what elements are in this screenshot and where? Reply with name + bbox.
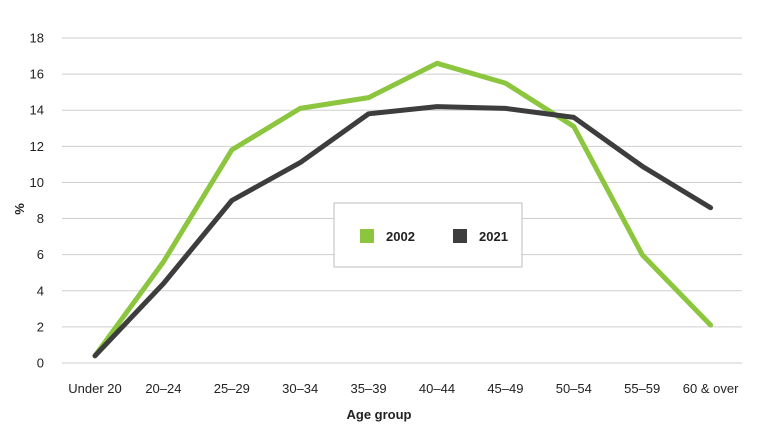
x-tick-label: 30–34	[282, 381, 318, 396]
x-tick-label: 60 & over	[683, 381, 739, 396]
x-axis-label: Age group	[347, 407, 412, 422]
legend-label-2021: 2021	[479, 229, 508, 244]
legend: 2002 2021	[333, 202, 523, 268]
y-tick-label: 6	[37, 247, 44, 262]
x-tick-label: 20–24	[145, 381, 181, 396]
y-tick-label: 16	[30, 67, 44, 82]
grid-lines	[62, 37, 742, 364]
x-tick-label: 55–59	[624, 381, 660, 396]
y-tick-label: 8	[37, 211, 44, 226]
x-tick-label: 45–49	[487, 381, 523, 396]
series-line-2021	[92, 104, 714, 359]
series-line-2002	[92, 60, 714, 359]
x-tick-labels: Under 20 20–24 25–29 30–34 35–39 40–44 45–49 50…	[68, 381, 739, 396]
y-tick-label: 4	[37, 283, 44, 298]
series-lines	[92, 60, 714, 359]
legend-swatch-2002	[360, 229, 374, 243]
y-tick-label: 10	[30, 175, 44, 190]
y-tick-labels: 0 2 4 6 8 10 12 14 16 18	[30, 31, 44, 371]
y-tick-label: 18	[30, 31, 44, 46]
y-tick-label: 14	[30, 103, 44, 118]
legend-label-2002: 2002	[386, 229, 415, 244]
x-tick-label: 50–54	[556, 381, 592, 396]
y-tick-label: 2	[37, 319, 44, 334]
x-tick-label: 25–29	[214, 381, 250, 396]
y-tick-label: 0	[37, 356, 44, 371]
x-tick-label: 35–39	[351, 381, 387, 396]
y-tick-label: 12	[30, 139, 44, 154]
x-tick-label: Under 20	[68, 381, 121, 396]
y-axis-label: %	[12, 203, 27, 215]
x-tick-label: 40–44	[419, 381, 455, 396]
legend-swatch-2021	[453, 229, 467, 243]
